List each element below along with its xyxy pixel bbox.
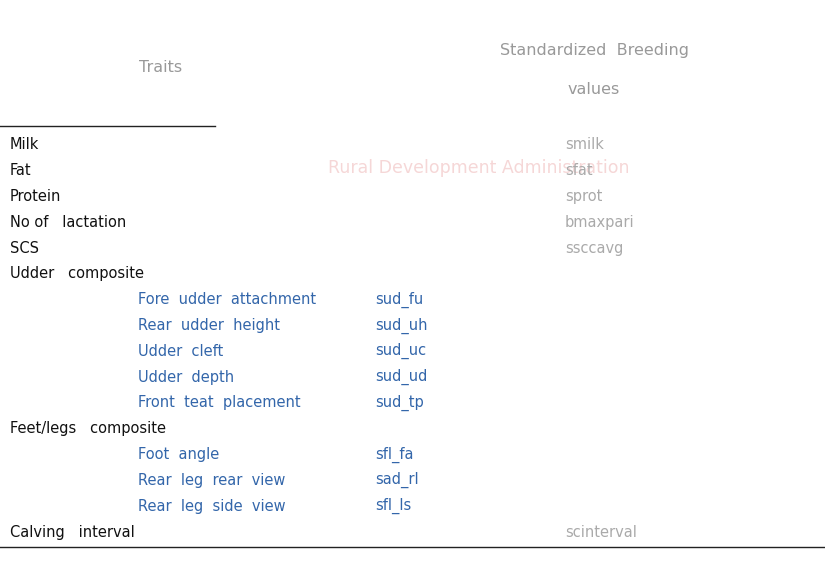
Text: Udder  depth: Udder depth — [138, 370, 234, 385]
Text: Udder   composite: Udder composite — [10, 266, 144, 282]
Text: Rear  udder  height: Rear udder height — [138, 318, 280, 333]
Text: sad_rl: sad_rl — [375, 472, 419, 489]
Text: No of   lactation: No of lactation — [10, 215, 126, 230]
Text: Rural Development Administration: Rural Development Administration — [328, 159, 629, 177]
Text: Feet/legs   composite: Feet/legs composite — [10, 421, 166, 436]
Text: Rear  leg  rear  view: Rear leg rear view — [138, 473, 285, 488]
Text: sprot: sprot — [565, 189, 602, 204]
Text: Standardized  Breeding: Standardized Breeding — [499, 43, 689, 58]
Text: scinterval: scinterval — [565, 525, 637, 540]
Text: Milk: Milk — [10, 137, 40, 152]
Text: sud_fu: sud_fu — [375, 292, 423, 308]
Text: Rear  leg  side  view: Rear leg side view — [138, 499, 285, 514]
Text: sfl_fa: sfl_fa — [375, 447, 414, 463]
Text: Fore  udder  attachment: Fore udder attachment — [138, 292, 316, 307]
Text: SCS: SCS — [10, 241, 39, 256]
Text: Foot  angle: Foot angle — [138, 447, 219, 462]
Text: Udder  cleft: Udder cleft — [138, 344, 223, 359]
Text: ssccavg: ssccavg — [565, 241, 624, 256]
Text: sud_uh: sud_uh — [375, 318, 428, 334]
Text: Calving   interval: Calving interval — [10, 525, 134, 540]
Text: Traits: Traits — [139, 60, 182, 75]
Text: sud_uc: sud_uc — [375, 343, 427, 360]
Text: sud_tp: sud_tp — [375, 395, 424, 411]
Text: values: values — [568, 82, 620, 97]
Text: bmaxpari: bmaxpari — [565, 215, 634, 230]
Text: Fat: Fat — [10, 163, 31, 178]
Text: Protein: Protein — [10, 189, 61, 204]
Text: sfl_ls: sfl_ls — [375, 498, 412, 514]
Text: sfat: sfat — [565, 163, 592, 178]
Text: Front  teat  placement: Front teat placement — [138, 396, 300, 411]
Text: smilk: smilk — [565, 137, 604, 152]
Text: sud_ud: sud_ud — [375, 369, 427, 385]
